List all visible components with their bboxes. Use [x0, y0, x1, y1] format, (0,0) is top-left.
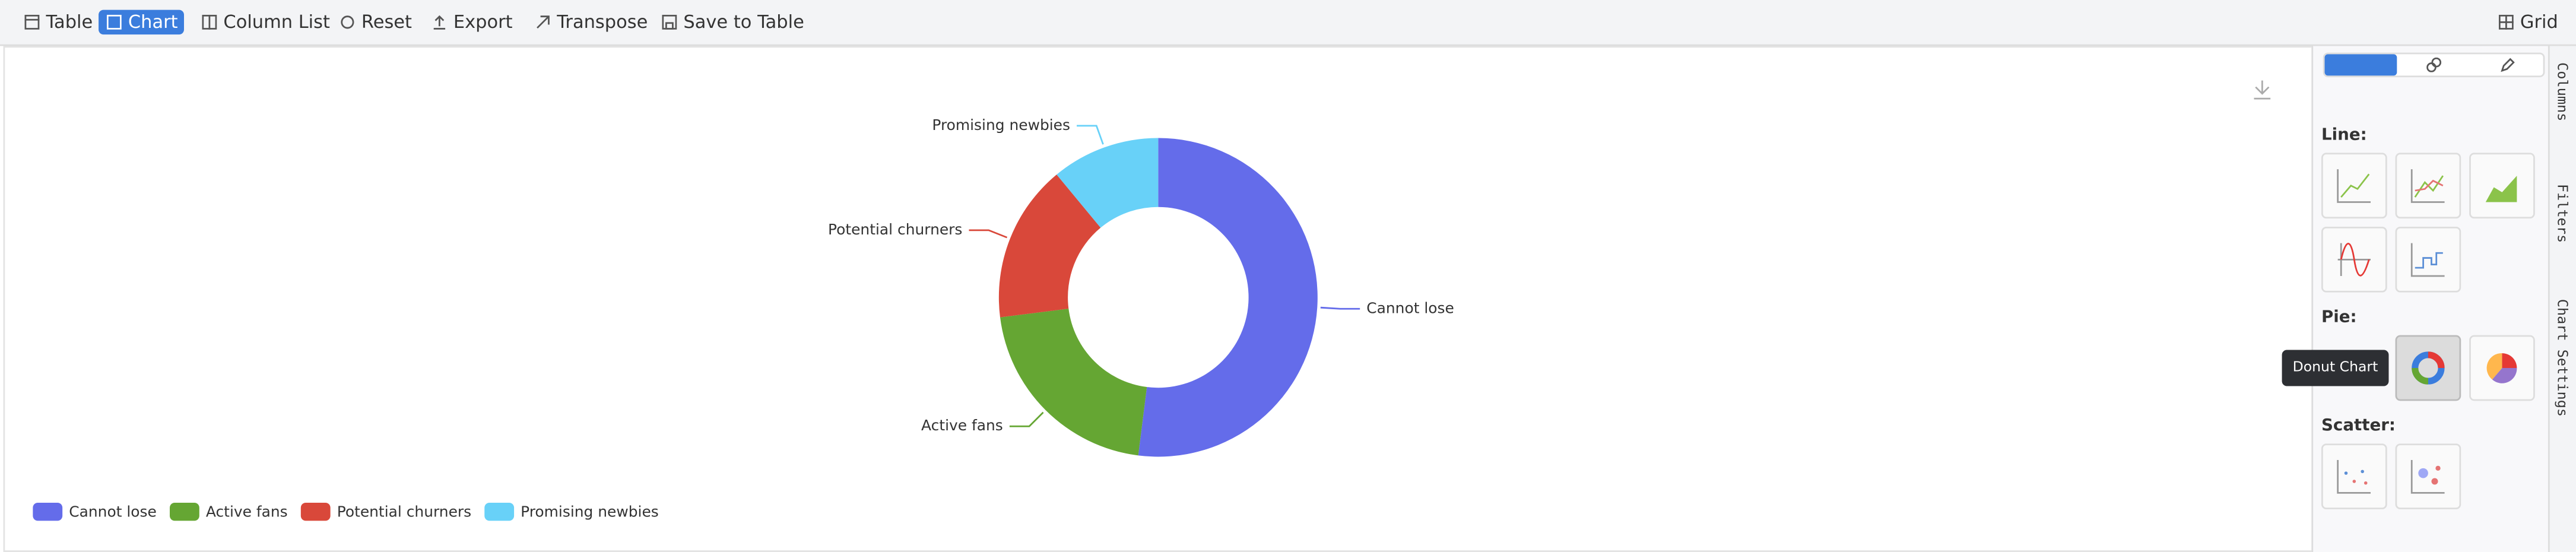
icon	[202, 14, 217, 30]
label: Save to Table	[683, 11, 804, 33]
donut-slice	[1138, 138, 1318, 457]
icon	[2337, 460, 2371, 494]
leader-line	[969, 229, 1008, 239]
tab-chart[interactable]	[2324, 54, 2397, 76]
legend-swatch	[33, 502, 63, 521]
panel-tabs	[2323, 52, 2545, 78]
label: Table	[46, 11, 93, 33]
icon	[2337, 169, 2371, 203]
toolbar: Table Chart Column List Reset Export Tra…	[0, 0, 2576, 46]
slice-label: Active fans	[921, 417, 1003, 434]
icon	[2410, 243, 2445, 277]
label: Chart	[128, 11, 178, 33]
transpose-button[interactable]: Transpose	[527, 10, 654, 35]
slice-label: Cannot lose	[1366, 299, 1454, 316]
label: Reset	[361, 11, 412, 33]
chart-option[interactable]	[2321, 443, 2387, 510]
icon	[24, 14, 40, 30]
icon	[2410, 460, 2445, 494]
icon	[2486, 353, 2517, 383]
icon	[2410, 169, 2445, 203]
column-list-button[interactable]: Column List	[194, 10, 337, 35]
chart-option[interactable]	[2395, 443, 2461, 510]
side-tabs: Columns Filters Chart Settings	[2548, 46, 2576, 552]
chart-option[interactable]	[2469, 335, 2535, 401]
legend-label: Potential churners	[337, 503, 471, 521]
donut-slice	[1000, 309, 1147, 456]
side-tab[interactable]: Filters	[2553, 184, 2569, 243]
chart-button[interactable]: Chart	[99, 9, 185, 35]
icon	[341, 15, 354, 29]
download-icon[interactable]	[2254, 80, 2271, 100]
slice-label: Potential churners	[828, 221, 962, 238]
icon	[662, 14, 677, 30]
leader-line	[1320, 306, 1360, 310]
legend-label: Active fans	[206, 503, 288, 521]
label: Grid	[2520, 11, 2558, 33]
save-button[interactable]: Save to Table	[654, 10, 811, 35]
leader-line	[1009, 411, 1044, 427]
label: Transpose	[557, 11, 648, 33]
export-button[interactable]: Export	[424, 10, 519, 35]
table-button[interactable]: Table	[17, 10, 100, 35]
legend-label: Cannot lose	[69, 503, 157, 521]
tab-link[interactable]	[2426, 57, 2442, 72]
chart-option[interactable]	[2395, 226, 2461, 293]
legend-swatch	[484, 502, 515, 521]
icon	[433, 15, 446, 30]
chart-option[interactable]	[2321, 153, 2387, 219]
section-title: Pie:	[2321, 309, 2357, 327]
tooltip: Donut Chart	[2282, 350, 2389, 386]
donut-slice	[1057, 138, 1159, 228]
chart-type-panel: Line: Pie: Scatter:	[2311, 46, 2550, 552]
icon	[2412, 351, 2445, 385]
donut-slice	[998, 175, 1101, 318]
chart-option[interactable]	[2395, 153, 2461, 219]
icon	[2337, 242, 2371, 277]
icon	[2498, 14, 2514, 30]
grid-button[interactable]: Grid	[2491, 10, 2565, 35]
icon	[106, 14, 122, 30]
chart-option[interactable]	[2321, 226, 2387, 293]
leader-line	[1077, 125, 1104, 145]
chart-option-selected[interactable]	[2395, 335, 2461, 401]
icon	[2485, 176, 2517, 202]
legend-swatch	[300, 502, 331, 521]
tab-edit[interactable]	[2501, 58, 2515, 72]
icon	[537, 15, 550, 29]
chart: Cannot lose Active fans Potential churners…	[3, 46, 2314, 552]
legend-label: Promising newbies	[521, 503, 659, 521]
side-tab[interactable]: Chart Settings	[2553, 299, 2569, 417]
section-title: Line:	[2321, 126, 2367, 145]
reset-button[interactable]: Reset	[332, 10, 418, 35]
side-tab[interactable]: Columns	[2553, 62, 2569, 122]
section-title: Scatter:	[2321, 417, 2396, 436]
label: Column List	[223, 11, 330, 33]
slice-label: Promising newbies	[932, 116, 1070, 134]
chart-option[interactable]	[2469, 153, 2535, 219]
label: Export	[453, 11, 513, 33]
legend-swatch	[170, 502, 199, 521]
